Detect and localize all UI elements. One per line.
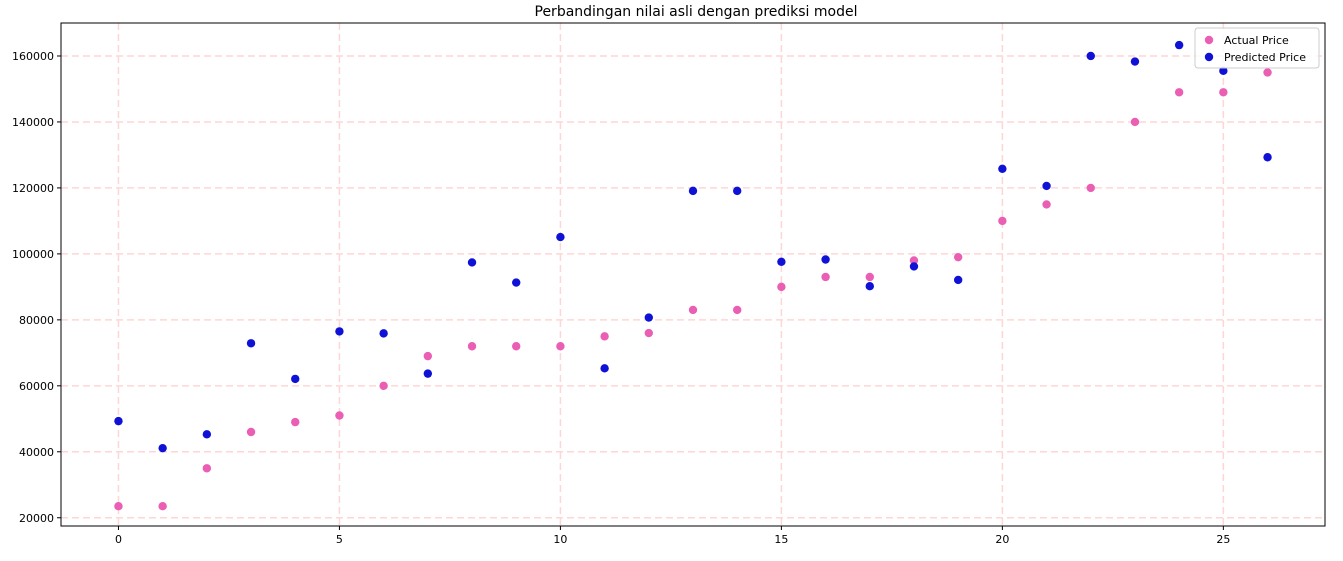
- x-tick-label: 10: [553, 533, 567, 546]
- data-point: [335, 327, 344, 336]
- data-point: [644, 328, 654, 338]
- data-point: [158, 443, 167, 453]
- data-point: [865, 272, 874, 282]
- data-point: [1174, 88, 1184, 97]
- data-point: [1219, 88, 1228, 97]
- data-point: [600, 332, 609, 341]
- data-point: [512, 342, 521, 351]
- data-point: [1086, 183, 1095, 193]
- x-tick-label: 15: [774, 533, 788, 546]
- data-point: [423, 351, 433, 361]
- data-point: [1042, 200, 1051, 209]
- legend-marker: [1204, 52, 1214, 62]
- data-point: [688, 305, 698, 315]
- data-point: [335, 411, 344, 420]
- data-point: [202, 430, 212, 439]
- data-point: [909, 256, 919, 265]
- data-point: [114, 502, 123, 511]
- data-point: [1042, 181, 1051, 191]
- x-tick-label: 20: [995, 533, 1009, 546]
- data-point: [1263, 68, 1272, 77]
- data-point: [777, 257, 786, 267]
- data-point: [998, 216, 1007, 226]
- y-tick-label: 40000: [19, 446, 54, 459]
- data-point: [467, 342, 477, 351]
- grid: [61, 23, 1325, 526]
- data-point: [379, 329, 388, 338]
- data-point: [821, 255, 830, 264]
- legend: Actual Price Predicted Price: [1194, 27, 1320, 69]
- axes: 0 5 10 15 20 25 20000 40000 60000 80000 100000 1200…: [12, 22, 1326, 546]
- data-point: [821, 272, 830, 282]
- data-point: [246, 339, 256, 348]
- data-point: [158, 502, 167, 511]
- data-point: [1130, 117, 1140, 127]
- data-point: [556, 232, 565, 242]
- data-point: [777, 282, 786, 292]
- data-point: [644, 313, 654, 322]
- y-tick-label: 60000: [19, 380, 54, 393]
- plot-frame: [60, 22, 1326, 527]
- legend-box: [1194, 27, 1320, 69]
- data-point: [556, 342, 565, 351]
- data-points: [114, 40, 1272, 511]
- y-tick-label: 80000: [19, 314, 54, 327]
- data-point: [1130, 57, 1140, 66]
- data-point: [202, 464, 212, 473]
- legend-label: Predicted Price: [1224, 51, 1306, 64]
- data-point: [909, 262, 919, 271]
- data-point: [1263, 153, 1272, 162]
- data-point: [1219, 66, 1228, 76]
- data-point: [423, 369, 433, 378]
- data-point: [114, 416, 123, 426]
- y-tick-label: 160000: [12, 50, 54, 63]
- y-tick-label: 20000: [19, 512, 54, 525]
- data-point: [1086, 51, 1095, 61]
- data-point: [246, 427, 256, 437]
- data-point: [600, 364, 609, 373]
- x-tick-label: 5: [336, 533, 343, 546]
- data-point: [379, 381, 388, 391]
- data-point: [291, 374, 300, 384]
- chart-title: Perbandingan nilai asli dengan prediksi …: [535, 4, 858, 20]
- data-point: [1174, 40, 1184, 50]
- data-point: [291, 417, 300, 427]
- data-point: [865, 282, 874, 291]
- data-point: [953, 252, 963, 262]
- x-tick-label: 0: [115, 533, 122, 546]
- data-point: [998, 164, 1007, 173]
- data-point: [512, 278, 521, 287]
- data-point: [467, 258, 477, 267]
- legend-label: Actual Price: [1224, 34, 1289, 47]
- data-point: [732, 305, 742, 315]
- data-point: [732, 186, 742, 196]
- y-tick-label: 100000: [12, 248, 54, 261]
- x-tick-label: 25: [1216, 533, 1230, 546]
- y-tick-label: 120000: [12, 182, 54, 195]
- data-point: [953, 275, 963, 285]
- data-point: [688, 186, 698, 196]
- y-tick-label: 140000: [12, 116, 54, 129]
- legend-marker: [1204, 35, 1214, 45]
